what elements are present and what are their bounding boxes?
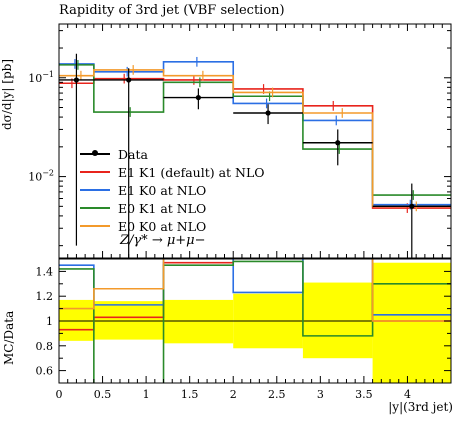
ratio-uncertainty-band [302,282,373,359]
ratio-line-3 [59,259,451,322]
legend-swatch-e0k1 [80,203,110,213]
main-panel-content [59,53,451,258]
ratio-uncertainty-band [163,299,234,344]
x-tick-label: 3.5 [355,388,373,401]
x-tick-label: 2 [230,388,237,401]
legend-label-e0k0: E0 K0 at NLO [118,218,207,234]
data-point [195,94,201,101]
legend-item-e0k1: E0 K1 at NLO [80,199,265,217]
ratio-tick-label: 1.2 [36,290,54,303]
x-tick-label: 1.5 [181,388,199,401]
main-frame [58,23,452,259]
legend-item-e1k0: E1 K0 at NLO [80,181,265,199]
ratio-uncertainty-band [59,299,94,341]
x-tick-label: 0.5 [94,388,112,401]
process-label: Z/γ* → μ+μ− [120,233,206,248]
y-axis-label-text: dσ/d|y| [pb] [0,58,14,130]
ratio-uncertainty-band [372,262,451,383]
legend: Data E1 K1 (default) at NLO E1 K0 at NLO… [80,145,265,235]
legend-swatch-e0k0 [80,221,110,231]
ratio-axis-label: MC/Data [2,311,22,379]
ratio-tick-label: 0.8 [36,340,54,353]
legend-item-e1k1: E1 K1 (default) at NLO [80,163,265,181]
chart-title: Rapidity of 3rd jet (VBF selection) [59,3,285,18]
legend-swatch-e1k0 [80,185,110,195]
legend-label-e1k1: E1 K1 (default) at NLO [118,164,265,180]
legend-label-data: Data [118,146,148,162]
ratio-line-2 [59,260,451,383]
ratio-uncertainty-band [93,301,164,340]
ratio-tick-label: 1.4 [36,265,54,278]
x-tick-label: 2.5 [268,388,286,401]
legend-label-e1k0: E1 K0 at NLO [118,182,207,198]
ratio-tick-label: 1 [46,315,53,328]
ratio-axis-label-text: MC/Data [2,310,16,365]
data-point [409,203,415,209]
legend-item-data: Data [80,145,265,163]
x-axis-label: |y|(3rd jet) [388,400,453,414]
series-line-3 [59,69,451,208]
legend-label-e0k1: E0 K1 at NLO [118,200,207,216]
data-point [126,77,132,83]
data-point [265,110,271,116]
data-point [73,77,80,83]
ratio-panel-content [59,259,451,383]
x-tick-label: 3 [317,388,324,401]
y-axis-label: dσ/d|y| [pb] [0,59,20,144]
x-tick-label: 0 [56,388,63,401]
x-tick-label: 1 [143,388,150,401]
x-tick-label: 4 [404,388,411,401]
legend-item-e0k0: E0 K0 at NLO [80,217,265,235]
y-tick-label: 10−1 [28,70,54,85]
y-tick-label: 10−2 [28,169,54,184]
data-point [335,140,341,146]
ratio-tick-label: 0.6 [36,365,54,378]
legend-swatch-e1k1 [80,167,110,177]
legend-swatch-data [80,149,110,159]
